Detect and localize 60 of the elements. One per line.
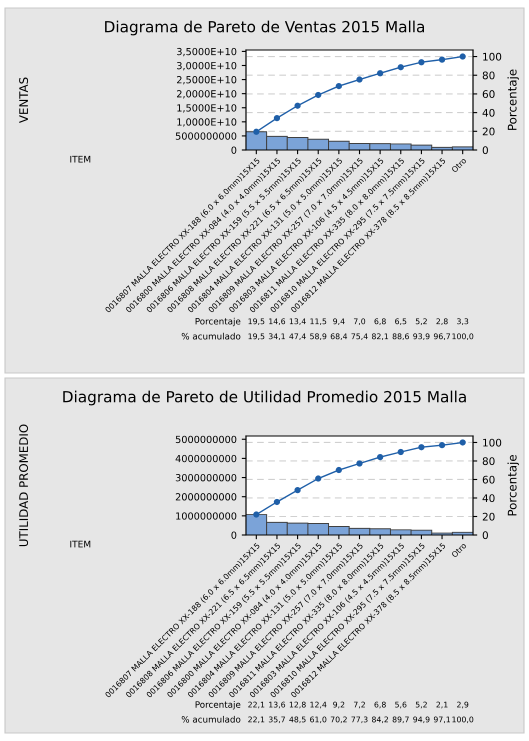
y-tick-label: 0 [231,531,236,539]
y-tick-label: 2000000000 [176,493,236,501]
y-tick-label: 2,5000E+10 [177,76,236,84]
point [294,102,301,109]
text: Porcentaje [196,701,240,710]
point [398,448,404,456]
x-axis-title: ITEM [70,540,90,548]
y2-tick-label: 80 [482,457,495,466]
point [438,56,446,63]
point [418,444,425,450]
point [336,466,342,474]
point [253,128,260,135]
y2-tick-label: 100 [483,52,502,61]
text: % acumulado [182,716,240,723]
y-axis-title: VENTAS [19,78,28,124]
y2-axis-title: Porcentaje [507,455,519,516]
point [294,487,301,494]
point [438,442,446,448]
y-tick-label: 1000000000 [176,512,236,520]
y2-tick-label: 0 [482,531,488,540]
y-tick-label: 0 [231,146,236,154]
y-tick-label: 2,0000E+10 [177,90,236,98]
x-axis-title: ITEM [70,156,90,162]
y2-tick-label: 20 [482,512,495,521]
point [356,76,363,83]
y2-axis-title: Porcentaje [507,70,519,130]
y-tick-label: 1,0000E+10 [177,118,236,127]
point [274,115,280,122]
y-tick-label: 5000000000 [176,436,236,444]
y2-tick-label: 40 [482,108,495,117]
chart-title: Diagrama de Pareto de Utilidad Promedio 2015 Malla [63,390,466,406]
y2-tick-label: 20 [482,128,495,136]
point [418,59,425,66]
point [377,70,384,76]
y-tick-label: 3000000000 [176,474,236,482]
y2-tick-label: 80 [482,71,495,80]
point [356,460,363,467]
y2-tick-label: 40 [482,494,495,502]
point [253,511,260,518]
y2-tick-label: 100 [483,438,502,447]
text: Porcentaje [196,318,240,326]
point [274,498,280,506]
y-tick-label: 4000000000 [176,454,236,462]
text: % acumulado [182,332,240,340]
y2-tick-label: 60 [482,476,495,484]
y-tick-label: 5000000000 [176,132,236,140]
y-axis-title: UTILIDAD PROMEDIO [19,424,28,546]
point [315,92,322,98]
y-tick-label: 3,0000E+10 [177,62,236,70]
point [315,475,322,482]
point [460,439,466,446]
y2-tick-label: 60 [482,90,495,98]
y-tick-label: 1,5000E+10 [177,104,236,113]
point [336,82,342,90]
chart-title: Diagrama de Pareto de Ventas 2015 Malla [105,20,424,36]
y2-tick-label: 0 [482,146,488,154]
point [460,53,466,60]
point [398,64,404,70]
point [377,454,384,460]
y-tick-label: 3,5000E+10 [177,48,236,56]
